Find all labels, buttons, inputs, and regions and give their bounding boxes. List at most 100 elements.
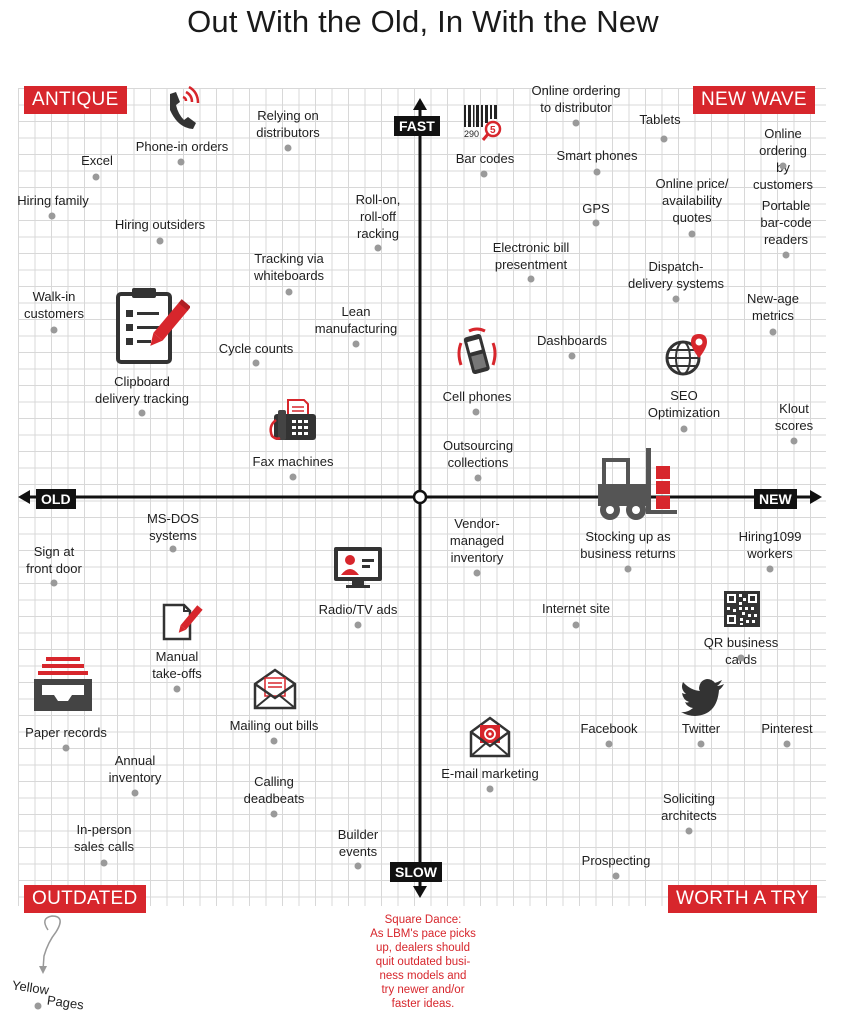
fax-icon <box>269 399 316 440</box>
item-paper-records: Paper records <box>25 725 107 740</box>
item-dot <box>100 859 108 867</box>
quadrant-label-new-wave: NEW WAVE <box>693 86 815 114</box>
svg-text:290: 290 <box>464 129 479 139</box>
item-hiring-outsiders: Hiring outsiders <box>114 217 206 232</box>
item-vendor-managed-inventory: Vendor- managed inventory <box>449 516 505 565</box>
page-title: Out With the Old, In With the New <box>187 4 659 39</box>
item-dot <box>592 219 600 227</box>
item-hiring-1099: Hiring1099 workers <box>738 529 802 561</box>
item-dot <box>697 740 705 748</box>
envelope-icon <box>253 668 297 710</box>
item-new-age-metrics: New-age metrics <box>746 291 800 323</box>
item-in-person-sales-calls: In-person sales calls <box>74 822 134 854</box>
quadrant-label-antique: ANTIQUE <box>24 86 127 114</box>
item-dot <box>474 474 482 482</box>
item-calling-deadbeats: Calling deadbeats <box>243 774 305 806</box>
barcode-icon: 290 5 <box>464 105 502 141</box>
item-dot <box>737 654 745 662</box>
item-seo-optimization: SEO Optimization <box>647 388 721 420</box>
yellow-pages-word-2: Pages <box>46 992 85 1013</box>
item-tablets: Tablets <box>639 112 681 127</box>
axis-label-fast: FAST <box>394 116 440 136</box>
item-cycle-counts: Cycle counts <box>218 341 294 356</box>
item-twitter: Twitter <box>681 721 721 736</box>
item-manual-take-offs: Manual take-offs <box>152 649 202 681</box>
item-dot <box>766 565 774 573</box>
document-pen-icon <box>162 603 203 641</box>
item-mailing-out-bills: Mailing out bills <box>229 718 319 733</box>
item-lean-manufacturing: Lean manufacturing <box>314 304 398 336</box>
item-dot <box>131 789 139 797</box>
item-dot <box>156 237 164 245</box>
item-dot <box>173 685 181 693</box>
axis-label-slow: SLOW <box>390 862 442 882</box>
item-qr-business-cards: QR business cards <box>703 635 779 667</box>
item-dot <box>289 473 297 481</box>
yellow-pages-dot <box>34 1002 42 1010</box>
item-dot <box>284 144 292 152</box>
item-dot <box>50 326 58 334</box>
item-gps: GPS <box>582 201 610 216</box>
item-dot <box>783 740 791 748</box>
item-dispatch-delivery: Dispatch- delivery systems <box>627 259 725 291</box>
item-dot <box>568 352 576 360</box>
item-walk-in-customers: Walk-in customers <box>24 289 84 321</box>
item-facebook: Facebook <box>580 721 638 736</box>
tv-icon <box>334 547 382 588</box>
item-clipboard-delivery: Clipboard delivery tracking <box>95 374 189 406</box>
item-dot <box>50 579 58 587</box>
item-dot <box>624 565 632 573</box>
svg-text:5: 5 <box>490 125 496 136</box>
item-phone-in-orders: Phone-in orders <box>135 139 229 154</box>
item-dot <box>612 872 620 880</box>
cell-phone-icon <box>457 327 497 375</box>
item-dot <box>680 425 688 433</box>
item-dot <box>354 862 362 870</box>
item-dot <box>605 740 613 748</box>
item-dot <box>688 230 696 238</box>
item-dot <box>779 162 787 170</box>
item-pinterest: Pinterest <box>761 721 813 736</box>
item-dot <box>769 328 777 336</box>
twitter-bird-icon <box>681 679 724 716</box>
item-annual-inventory: Annual inventory <box>108 753 162 785</box>
item-dot <box>572 119 580 127</box>
item-roll-on-racking: Roll-on, roll-off racking <box>355 192 401 241</box>
item-dot <box>138 409 146 417</box>
item-dot <box>782 251 790 259</box>
item-online-ordering-customers: Online ordering by customers <box>753 126 813 192</box>
item-builder-events: Builder events <box>337 827 379 859</box>
globe-pin-icon <box>665 334 707 376</box>
item-dot <box>354 621 362 629</box>
quadrant-label-outdated: OUTDATED <box>24 885 146 913</box>
item-radio-tv-ads: Radio/TV ads <box>318 602 398 617</box>
item-dot <box>92 173 100 181</box>
item-dot <box>527 275 535 283</box>
item-dot <box>472 408 480 416</box>
item-outsourcing-collections: Outsourcing collections <box>442 438 514 470</box>
item-dot <box>270 810 278 818</box>
item-dot <box>62 744 70 752</box>
inbox-tray-icon <box>34 657 92 711</box>
item-dot <box>790 437 798 445</box>
quadrant-label-worth-a-try: WORTH A TRY <box>668 885 818 913</box>
item-dot <box>48 212 56 220</box>
yellow-pages-arrow <box>39 915 61 974</box>
item-dot <box>270 737 278 745</box>
item-dot <box>285 288 293 296</box>
item-dot <box>252 359 260 367</box>
item-dot <box>685 827 693 835</box>
forklift-icon <box>598 448 677 520</box>
item-online-price-quotes: Online price/ availability quotes <box>655 176 729 225</box>
item-dot <box>486 785 494 793</box>
item-internet-site: Internet site <box>542 601 610 616</box>
item-klout-scores: Klout scores <box>774 401 814 433</box>
item-tracking-whiteboards: Tracking via whiteboards <box>253 251 325 283</box>
item-dot <box>473 569 481 577</box>
item-stocking-up: Stocking up as business returns <box>580 529 676 561</box>
axis-label-new: NEW <box>754 489 797 509</box>
item-portable-barcode-readers: Portable bar-code readers <box>760 198 812 247</box>
item-bar-codes: Bar codes <box>455 151 515 166</box>
item-online-ordering-distributor: Online ordering to distributor <box>531 83 621 115</box>
item-prospecting: Prospecting <box>581 853 651 868</box>
